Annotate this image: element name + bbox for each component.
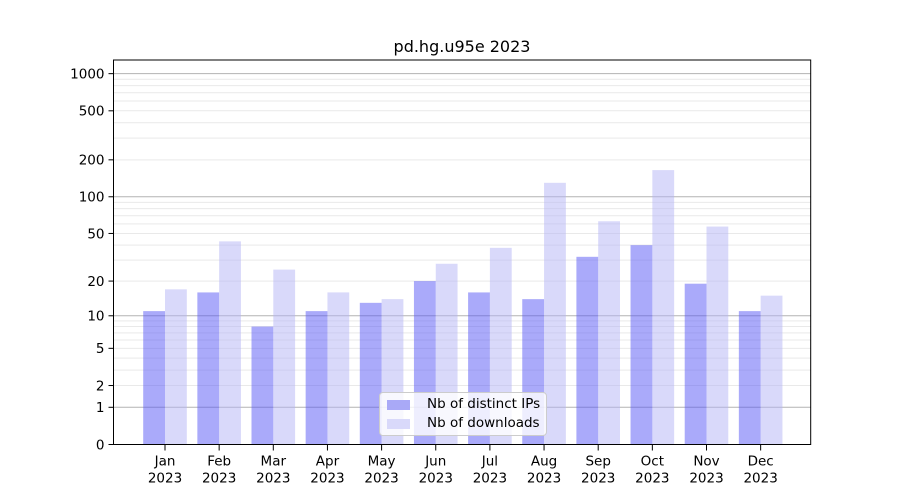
x-tick-label-month: Oct — [641, 454, 664, 470]
bar-distinct-ips-nov — [684, 283, 707, 445]
bar-downloads-apr — [327, 292, 350, 445]
bar-distinct-ips-sep — [576, 256, 599, 445]
x-tick-label-year: 2023 — [148, 471, 182, 487]
legend-label-ips: Nb of distinct IPs — [427, 395, 541, 412]
bar-distinct-ips-jan — [143, 311, 165, 445]
x-tick-label-year: 2023 — [581, 471, 615, 487]
x-tick-label-month: Aug — [531, 454, 557, 470]
x-tick-label-year: 2023 — [310, 471, 344, 487]
y-tick-label: 5 — [96, 341, 105, 357]
bar-distinct-ips-dec — [738, 311, 761, 445]
x-tick-label-month: Mar — [261, 454, 287, 470]
x-tick-label-year: 2023 — [527, 471, 561, 487]
bar-downloads-feb — [219, 241, 241, 445]
y-tick-label: 20 — [87, 274, 104, 290]
y-tick-label: 2 — [96, 378, 105, 394]
x-tick-label-year: 2023 — [743, 471, 777, 487]
bar-downloads-oct — [652, 170, 675, 445]
x-tick-label-month: Nov — [693, 454, 719, 470]
legend: Nb of distinct IPs Nb of downloads — [379, 392, 547, 436]
bar-distinct-ips-mar — [251, 326, 274, 445]
bar-distinct-ips-feb — [197, 292, 220, 445]
legend-item-downloads: Nb of downloads — [386, 416, 540, 432]
x-tick-label-month: Jun — [424, 454, 446, 470]
y-tick-label: 200 — [79, 153, 105, 169]
y-tick-label: 100 — [79, 190, 105, 206]
x-tick-label-month: Feb — [207, 454, 231, 470]
legend-swatch-downloads — [387, 418, 410, 429]
bar-downloads-dec — [760, 295, 783, 445]
bar-downloads-jan — [165, 289, 187, 445]
x-tick-label-month: Sep — [585, 454, 610, 470]
x-tick-label-month: Apr — [316, 454, 340, 470]
x-tick-label-month: Jan — [154, 454, 176, 470]
x-tick-label-year: 2023 — [364, 471, 398, 487]
x-tick-label-month: May — [368, 454, 396, 470]
y-tick-label: 1000 — [70, 66, 104, 82]
bar-downloads-aug — [544, 182, 566, 445]
legend-swatch-ips — [387, 399, 410, 410]
x-tick-label-year: 2023 — [419, 471, 453, 487]
bar-distinct-ips-oct — [630, 245, 653, 445]
x-tick-label-year: 2023 — [689, 471, 723, 487]
bar-downloads-nov — [706, 226, 729, 445]
x-tick-label-year: 2023 — [256, 471, 290, 487]
y-tick-label: 50 — [87, 226, 104, 242]
legend-item-distinct-ips: Nb of distinct IPs — [386, 397, 540, 413]
chart-title: pd.hg.u95e 2023 — [393, 37, 531, 56]
x-tick-label-year: 2023 — [635, 471, 669, 487]
x-tick-label-year: 2023 — [202, 471, 236, 487]
x-tick-label-month: Jul — [481, 454, 498, 470]
bar-downloads-mar — [273, 269, 296, 445]
y-tick-label: 1 — [96, 400, 105, 416]
bar-distinct-ips-apr — [305, 311, 328, 445]
y-tick-label: 10 — [87, 309, 104, 325]
bar-distinct-ips-may — [359, 302, 382, 445]
x-tick-label-month: Dec — [748, 454, 774, 470]
legend-label-downloads: Nb of downloads — [427, 414, 540, 431]
x-tick-label-year: 2023 — [473, 471, 507, 487]
y-tick-label: 0 — [96, 437, 105, 453]
y-tick-label: 500 — [79, 104, 105, 120]
bar-downloads-sep — [598, 221, 620, 445]
plot-border — [113, 59, 812, 445]
